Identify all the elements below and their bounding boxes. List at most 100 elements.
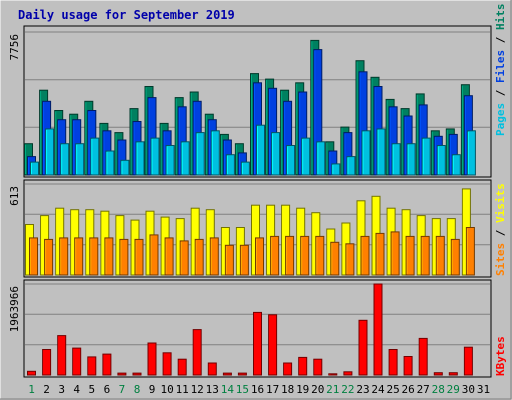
y-axis-labels: 7756 613 1963966 <box>8 34 21 332</box>
bar-pages-day-19 <box>301 137 311 176</box>
day-label-2: 2 <box>43 383 50 396</box>
bar-kbytes-day-17 <box>268 314 278 376</box>
bar-pages-day-12 <box>195 132 205 176</box>
bar-sites-day-2 <box>44 238 54 276</box>
bar-sites-day-13 <box>209 237 219 276</box>
bar-kbytes-day-28 <box>433 372 443 376</box>
bar-kbytes-day-3 <box>57 335 67 376</box>
bar-kbytes-day-6 <box>102 353 112 376</box>
bar-sites-day-29 <box>450 238 460 276</box>
bar-pages-day-9 <box>150 137 160 176</box>
day-label-5: 5 <box>88 383 95 396</box>
day-label-11: 11 <box>176 383 189 396</box>
bar-pages-day-8 <box>135 141 145 176</box>
bar-pages-day-18 <box>286 145 296 176</box>
bar-pages-day-10 <box>165 145 175 176</box>
day-label-8: 8 <box>134 383 141 396</box>
bar-sites-day-9 <box>149 234 159 276</box>
bar-pages-day-3 <box>60 143 70 176</box>
day-label-10: 10 <box>160 383 173 396</box>
bar-kbytes-day-15 <box>237 372 247 376</box>
bar-kbytes-day-7 <box>117 372 127 376</box>
day-label-26: 26 <box>401 383 414 396</box>
day-label-24: 24 <box>371 383 385 396</box>
legend-separator: / <box>494 30 507 50</box>
bar-kbytes-day-8 <box>132 372 142 376</box>
right-legend-labels: Pages / Files / Hits Sites / Visits KBytes <box>494 4 507 377</box>
day-label-9: 9 <box>149 383 156 396</box>
day-label-27: 27 <box>417 383 430 396</box>
bar-kbytes-day-21 <box>328 373 338 376</box>
bar-kbytes-day-22 <box>343 371 353 376</box>
right-legend: Sites / Visits <box>494 183 507 276</box>
bar-pages-day-11 <box>180 141 190 176</box>
day-label-22: 22 <box>341 383 354 396</box>
bar-kbytes-day-23 <box>358 319 368 376</box>
bar-pages-day-6 <box>105 150 115 176</box>
bar-kbytes-day-25 <box>388 349 398 376</box>
bar-pages-day-14 <box>225 154 235 176</box>
bar-kbytes-day-11 <box>177 358 187 376</box>
day-label-31: 31 <box>477 383 490 396</box>
bar-sites-day-6 <box>104 237 114 276</box>
day-label-30: 30 <box>462 383 475 396</box>
legend-kbytes: KBytes <box>494 336 507 376</box>
bar-sites-day-20 <box>315 235 325 276</box>
bar-pages-day-21 <box>331 163 341 176</box>
bar-sites-day-18 <box>285 235 295 276</box>
bar-kbytes-day-20 <box>313 358 323 376</box>
bar-sites-day-8 <box>134 238 144 276</box>
bar-pages-day-13 <box>210 130 220 176</box>
legend-separator: / <box>494 83 507 103</box>
bar-pages-day-2 <box>45 128 55 176</box>
chart-title: Daily usage for September 2019 <box>18 8 235 22</box>
bar-pages-day-16 <box>256 124 265 176</box>
y-max-label: 7756 <box>8 34 21 61</box>
day-label-18: 18 <box>281 383 294 396</box>
bar-sites-day-14 <box>224 244 234 276</box>
bar-pages-day-28 <box>436 145 446 176</box>
bar-kbytes-day-4 <box>72 347 82 376</box>
bar-sites-day-11 <box>179 240 189 276</box>
chart-marks <box>24 39 476 376</box>
bar-sites-day-3 <box>59 237 69 276</box>
day-labels: 1 2 3 4 5 6 7 8 9 10 11 12 13 14 15 16 17 18 19 20 21 22 23 24 2… <box>28 383 490 396</box>
bar-sites-day-12 <box>194 238 204 276</box>
bar-kbytes-day-5 <box>87 356 97 376</box>
bar-sites-day-17 <box>270 235 280 276</box>
bar-pages-day-20 <box>316 141 326 176</box>
bar-pages-day-23 <box>361 130 371 176</box>
day-label-3: 3 <box>58 383 65 396</box>
bar-kbytes-day-30 <box>463 346 473 376</box>
legend-files: Files <box>494 50 507 83</box>
bar-sites-day-21 <box>330 241 340 276</box>
bar-kbytes-day-29 <box>448 372 458 376</box>
bar-pages-day-7 <box>120 159 130 176</box>
day-label-13: 13 <box>206 383 219 396</box>
day-label-29: 29 <box>447 383 460 396</box>
legend-pages: Pages <box>494 103 507 136</box>
legend-hits: Hits <box>494 4 507 31</box>
bar-pages-day-24 <box>376 128 386 176</box>
legend-visits: Visits <box>494 183 507 223</box>
bar-sites-day-16 <box>255 237 264 276</box>
bar-sites-day-25 <box>390 231 400 276</box>
day-label-19: 19 <box>296 383 309 396</box>
day-label-25: 25 <box>386 383 399 396</box>
bar-sites-day-15 <box>239 244 249 276</box>
bar-pages-day-1 <box>30 161 39 176</box>
y-max-label: 613 <box>8 186 21 206</box>
day-label-21: 21 <box>326 383 339 396</box>
bar-sites-day-28 <box>435 235 445 276</box>
right-legend: KBytes <box>494 336 507 376</box>
day-label-14: 14 <box>221 383 235 396</box>
bar-kbytes-day-24 <box>373 283 383 376</box>
legend-separator: / <box>494 223 507 243</box>
bar-sites-day-10 <box>164 237 174 276</box>
bar-pages-day-17 <box>271 132 281 176</box>
bar-pages-day-25 <box>391 143 401 176</box>
day-label-28: 28 <box>432 383 445 396</box>
bar-kbytes-day-10 <box>162 352 172 376</box>
day-label-17: 17 <box>266 383 279 396</box>
